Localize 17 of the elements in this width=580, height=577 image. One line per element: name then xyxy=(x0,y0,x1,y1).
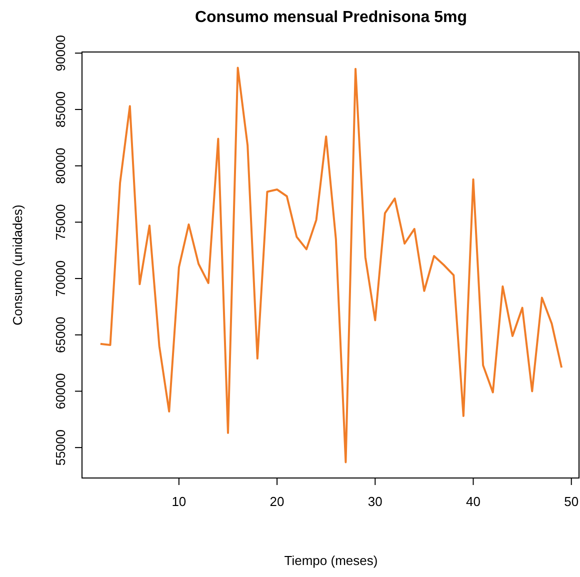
y-tick-label: 90000 xyxy=(53,35,68,72)
y-tick-label: 85000 xyxy=(53,91,68,128)
y-tick-label: 55000 xyxy=(53,429,68,466)
x-tick-label: 40 xyxy=(466,494,480,509)
x-tick-label: 30 xyxy=(368,494,382,509)
y-tick-label: 75000 xyxy=(53,204,68,240)
y-tick-label: 60000 xyxy=(53,373,68,410)
line-series xyxy=(99,66,563,464)
y-axis-title: Consumo (unidades) xyxy=(10,204,25,326)
x-tick-label: 20 xyxy=(270,494,284,509)
x-tick-label: 10 xyxy=(172,494,186,509)
y-tick-label: 65000 xyxy=(53,316,68,353)
y-tick-label: 80000 xyxy=(53,148,68,184)
y-tick-label: 70000 xyxy=(53,260,68,297)
x-tick-label: 50 xyxy=(564,494,579,509)
x-axis-title: Tiempo (meses) xyxy=(284,553,378,568)
chart-title: Consumo mensual Prednisona 5mg xyxy=(194,9,468,26)
